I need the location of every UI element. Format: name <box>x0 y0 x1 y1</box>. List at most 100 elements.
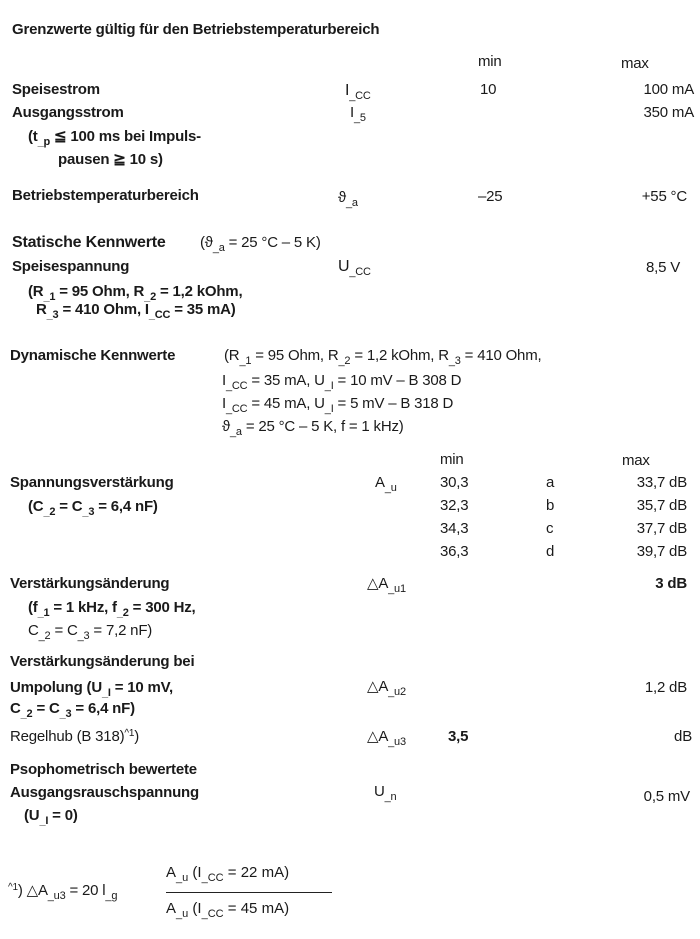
static-heading: Statische Kennwerte <box>12 234 166 251</box>
temp-range-label: Betriebstemperaturbereich <box>12 187 199 205</box>
gain-change-max: 3 dB <box>655 575 687 592</box>
text-segment: (I <box>188 864 202 881</box>
text-segment: = 1 kHz, f <box>49 599 117 616</box>
subscript: _2 <box>20 708 33 720</box>
supply-voltage-label: Speisespannung <box>12 258 130 275</box>
output-current-cond-1: (t_p ≦ 100 ms bei Impuls- <box>28 128 201 148</box>
text-segment: (t <box>28 128 38 145</box>
subscript: _g <box>105 890 118 902</box>
text-segment: = 10 mV – B 308 D <box>333 372 462 389</box>
text-segment: = 5 mV – B 318 D <box>333 395 454 412</box>
subscript: _u3 <box>47 890 66 902</box>
text-segment: (I <box>188 900 202 917</box>
superscript: ^1 <box>8 882 18 893</box>
limits-header-min: min <box>478 53 502 70</box>
subscript: _3 <box>448 355 461 367</box>
text-segment: = 95 Ohm, R <box>55 283 145 300</box>
text-segment: = C <box>32 700 60 717</box>
text-segment: ≦ 100 ms bei Impuls- <box>50 128 201 145</box>
text-segment: = 10 mV, <box>110 679 174 696</box>
gain-label: Spannungsverstärkung <box>10 474 174 491</box>
gain-row-group: c <box>546 520 554 537</box>
subscript: _2 <box>38 630 51 642</box>
subscript: _3 <box>46 309 59 321</box>
text-segment: ϑ <box>222 418 231 435</box>
text-segment: I <box>345 82 350 99</box>
text-segment: (C <box>28 498 44 515</box>
text-segment: A <box>166 900 177 917</box>
output-current-symbol: I_5 <box>350 104 366 124</box>
subscript: _u <box>384 482 397 494</box>
gain-row-max: 33,7 dB <box>636 474 688 491</box>
polarity-label-2: Umpolung (U_I = 10 mV, <box>10 679 174 699</box>
gain-row-min: 32,3 <box>440 497 469 514</box>
text-segment: (R <box>224 347 240 364</box>
gain-cond: (C_2 = C_3 = 6,4 nF) <box>28 498 158 518</box>
text-segment: = C <box>50 622 78 639</box>
text-segment: (ϑ <box>200 234 213 251</box>
text-segment: pausen ≧ 10 s) <box>58 151 163 168</box>
subscript: _2 <box>144 291 157 303</box>
fraction-bar <box>166 892 332 893</box>
text-segment: ) <box>134 728 140 745</box>
subscript: _n <box>384 791 397 803</box>
text-segment: = 410 Ohm, <box>460 347 542 364</box>
noise-symbol: U_n <box>374 783 397 803</box>
supply-current-label: Speisestrom <box>12 81 100 99</box>
temp-range-min: –25 <box>478 188 503 205</box>
subscript: _CC <box>201 908 224 920</box>
text-segment: R <box>36 301 47 318</box>
output-current-cond-2: pausen ≧ 10 s) <box>58 151 163 169</box>
text-segment: = 0) <box>48 807 78 824</box>
dynamic-cond-2: I_CC = 35 mA, U_I = 10 mV – B 308 D <box>222 372 462 392</box>
text-segment: Regelhub (B 318) <box>10 728 125 745</box>
supply-current-min: 10 <box>480 81 497 98</box>
subscript: _CC <box>349 90 371 102</box>
text-segment: = C <box>55 498 83 515</box>
text-segment: Speisestrom <box>12 81 100 98</box>
text-segment: A <box>166 864 177 881</box>
subscript: _I <box>39 815 49 827</box>
control-range-symbol: △A_u3 <box>367 728 406 748</box>
limits-header-max: max <box>621 55 649 72</box>
temp-range-max: +55 °C <box>641 188 687 205</box>
text-segment: = 25 °C – 5 K, f = 1 kHz) <box>241 418 404 435</box>
noise-cond: (U_I = 0) <box>24 807 78 827</box>
text-segment: I <box>222 395 226 412</box>
superscript: ^1 <box>124 728 135 739</box>
polarity-symbol: △A_u2 <box>367 678 406 698</box>
text-segment: I <box>222 372 226 389</box>
supply-voltage-max: 8,5 V <box>645 259 680 276</box>
supply-voltage-cond-2: R_3 = 410 Ohm, I_CC = 35 mA) <box>36 301 236 321</box>
gain-row-min: 30,3 <box>440 474 469 491</box>
gain-row-max: 39,7 dB <box>636 543 688 560</box>
subscript: _3 <box>82 506 95 518</box>
text-segment: = 95 Ohm, R <box>251 347 339 364</box>
noise-max: 0,5 mV <box>643 788 691 805</box>
dynamic-cond-3: I_CC = 45 mA, U_I = 5 mV – B 318 D <box>222 395 454 415</box>
gain-row-max: 35,7 dB <box>636 497 688 514</box>
subscript: _CC <box>225 380 248 392</box>
text-segment: = 300 Hz, <box>128 599 196 616</box>
subscript: _u <box>176 908 189 920</box>
text-segment: ϑ <box>338 189 347 206</box>
text-segment: = 35 mA, U <box>247 372 325 389</box>
temp-range-symbol: ϑ_a <box>338 189 358 209</box>
text-segment: C <box>10 700 21 717</box>
text-segment: △A <box>367 575 389 592</box>
subscript: _a <box>346 197 358 209</box>
subscript: _CC <box>201 872 224 884</box>
dynamic-header-max: max <box>622 452 650 469</box>
text-segment: ) △A <box>17 882 48 899</box>
text-segment: = 22 mA) <box>223 864 290 881</box>
supply-current-max: 100 mA <box>643 81 695 98</box>
gain-change-symbol: △A_u1 <box>367 575 406 595</box>
control-range-min: 3,5 <box>448 728 469 745</box>
subscript: _2 <box>43 506 56 518</box>
dynamic-cond-1: (R_1 = 95 Ohm, R_2 = 1,2 kOhm, R_3 = 410… <box>224 347 542 367</box>
subscript: _u2 <box>388 686 406 698</box>
subscript: _p <box>37 136 51 148</box>
text-segment: = 25 °C – 5 K) <box>224 234 321 251</box>
subscript: _1 <box>37 607 50 619</box>
text-segment: U <box>374 783 385 800</box>
